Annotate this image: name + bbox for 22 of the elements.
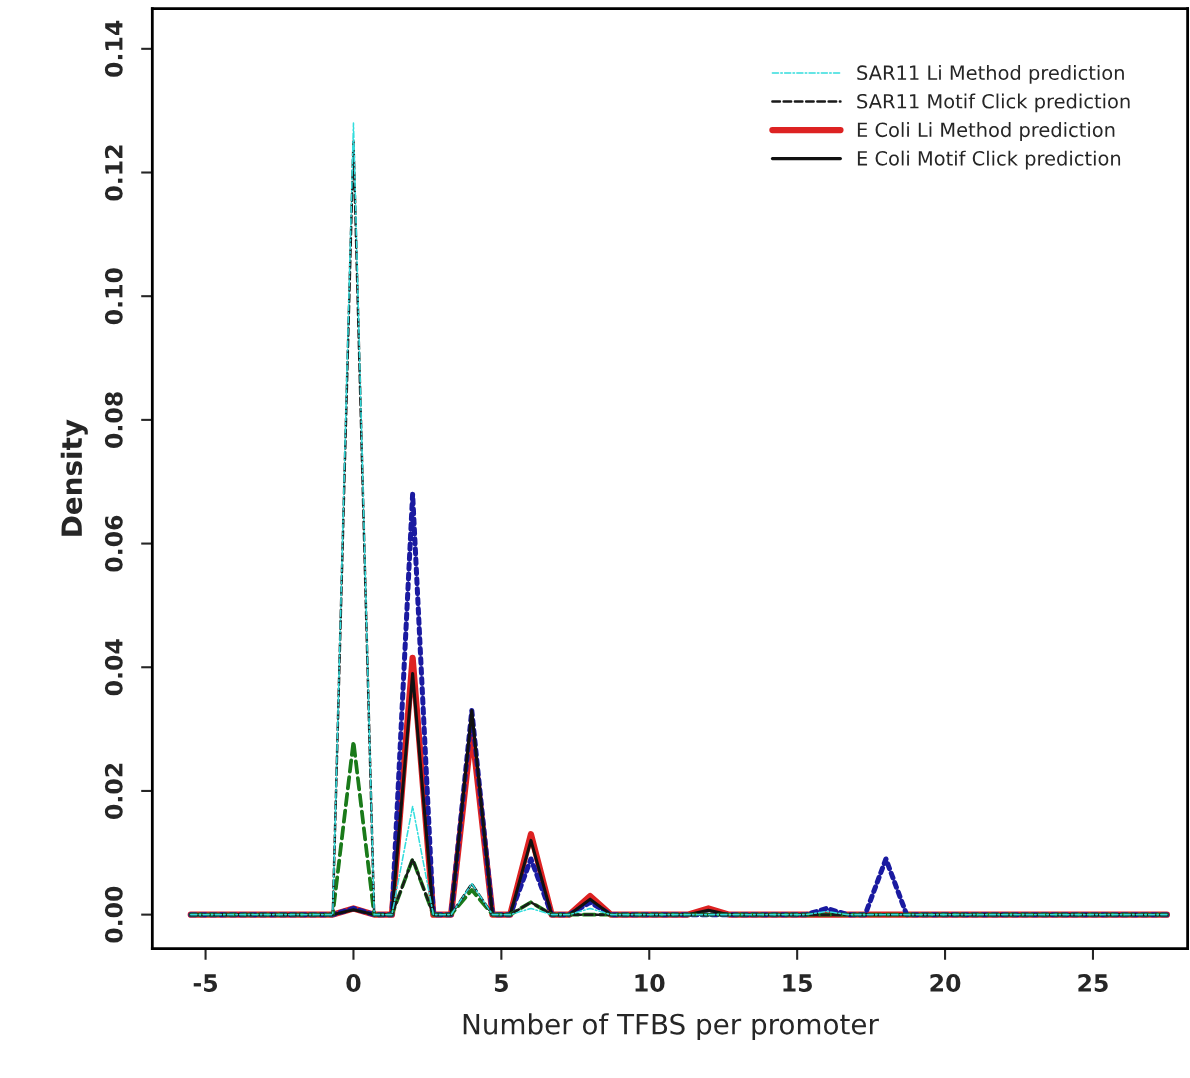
y-tick-label: 0.12 <box>104 145 123 201</box>
legend-label: E Coli Motif Click prediction <box>857 150 1121 170</box>
y-tick-label: 0.06 <box>104 515 123 572</box>
legend-label: SAR11 Li Method prediction <box>857 65 1124 84</box>
y-tick-label: 0.04 <box>104 639 123 696</box>
x-tick-label: 20 <box>930 974 961 992</box>
line-series <box>188 739 1169 917</box>
y-tick-label: 0.02 <box>104 763 123 819</box>
y-tick-label: 0.08 <box>104 392 123 448</box>
y-tick-label: 0.10 <box>104 268 123 325</box>
y-tick-label: 0.00 <box>104 886 123 943</box>
y-tick-label: 0.14 <box>104 20 123 77</box>
legend-label: E Coli Li Method prediction <box>857 122 1115 141</box>
x-tick-label: 15 <box>783 974 812 992</box>
x-tick-label: 0 <box>346 974 361 992</box>
legend-label: SAR11 Motif Click prediction <box>857 93 1130 113</box>
x-tick-label: -5 <box>193 974 218 992</box>
x-tick-label: 10 <box>635 974 665 992</box>
y-axis-title: Density <box>60 419 88 536</box>
x-tick-label: 5 <box>494 974 508 992</box>
x-tick-label: 25 <box>1078 974 1108 992</box>
x-axis-title: Number of TFBS per promoter <box>463 1013 879 1041</box>
